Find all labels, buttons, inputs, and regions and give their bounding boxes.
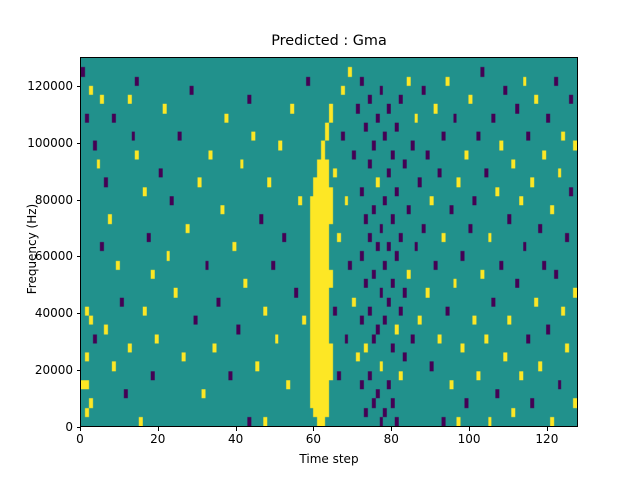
y-tick-mark [76,370,80,372]
chart-title: Predicted : Gma [271,33,387,49]
x-tick-label: 40 [227,432,244,446]
y-tick-label: 100000 [27,135,73,150]
y-tick-label: 20000 [34,363,73,378]
x-tick-label: 100 [457,432,481,446]
y-tick-mark [76,427,80,428]
x-tick-mark [469,427,471,431]
x-tick-mark [157,427,159,431]
y-axis-label: Frequency (Hz) [25,203,39,295]
x-tick-mark [80,427,81,431]
y-tick-mark [76,256,80,258]
y-tick-mark [76,313,80,315]
x-tick-label: 0 [76,432,84,446]
x-tick-mark [391,427,393,431]
x-tick-mark [235,427,237,431]
x-tick-label: 20 [150,432,166,446]
y-tick-mark [76,85,80,87]
x-tick-mark [546,427,548,431]
y-tick-label: 80000 [34,192,73,207]
y-tick-label: 120000 [27,78,73,93]
y-tick-mark [76,199,80,201]
x-axis-label: Time step [299,452,359,466]
y-tick-label: 40000 [34,306,73,321]
y-tick-mark [76,142,80,144]
x-tick-label: 60 [305,432,322,446]
heatmap-canvas [81,58,577,426]
x-tick-label: 120 [535,432,559,446]
heatmap-axes [80,57,578,427]
y-tick-label: 0 [65,420,73,434]
x-tick-label: 80 [383,432,399,446]
x-tick-mark [313,427,315,431]
y-tick-label: 60000 [34,249,73,264]
